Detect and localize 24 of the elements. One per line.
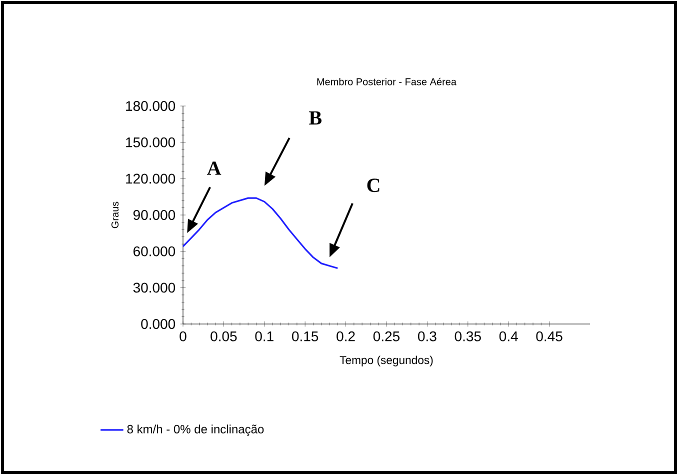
- x-tick-label: 0.05: [210, 331, 237, 342]
- x-tick-label: 0.35: [454, 331, 481, 342]
- y-axis-title: Graus: [111, 202, 119, 228]
- x-axis-title: Tempo (segundos): [340, 356, 433, 366]
- y-tick-label: 30.000: [133, 282, 176, 293]
- x-tick-label: 0.2: [336, 331, 355, 342]
- y-tick-label: 60.000: [134, 246, 176, 256]
- x-tick-label: 0.3: [418, 331, 436, 342]
- y-tick-label: 120.000: [126, 174, 176, 184]
- chart-title: Membro Posterior - Fase Aérea: [317, 78, 457, 86]
- x-tick-label: 0.4: [499, 331, 518, 342]
- legend-label: 8 km/h - 0% de inclinação: [127, 424, 264, 436]
- x-tick-label: 0.45: [536, 331, 562, 342]
- x-tick-label: 0: [180, 331, 186, 342]
- y-tick-label: 180.000: [126, 101, 176, 111]
- x-tick-label: 0.1: [255, 331, 274, 342]
- x-tick-label: 0.25: [373, 331, 400, 342]
- x-tick-label: 0.15: [292, 331, 318, 342]
- annotation: B: [309, 111, 322, 125]
- annotation: A: [207, 162, 222, 175]
- y-tick-label: 150.000: [126, 137, 176, 148]
- y-tick-label: 90.000: [133, 210, 176, 220]
- y-tick-label: 0.000: [141, 319, 176, 329]
- annotation: C: [367, 178, 380, 192]
